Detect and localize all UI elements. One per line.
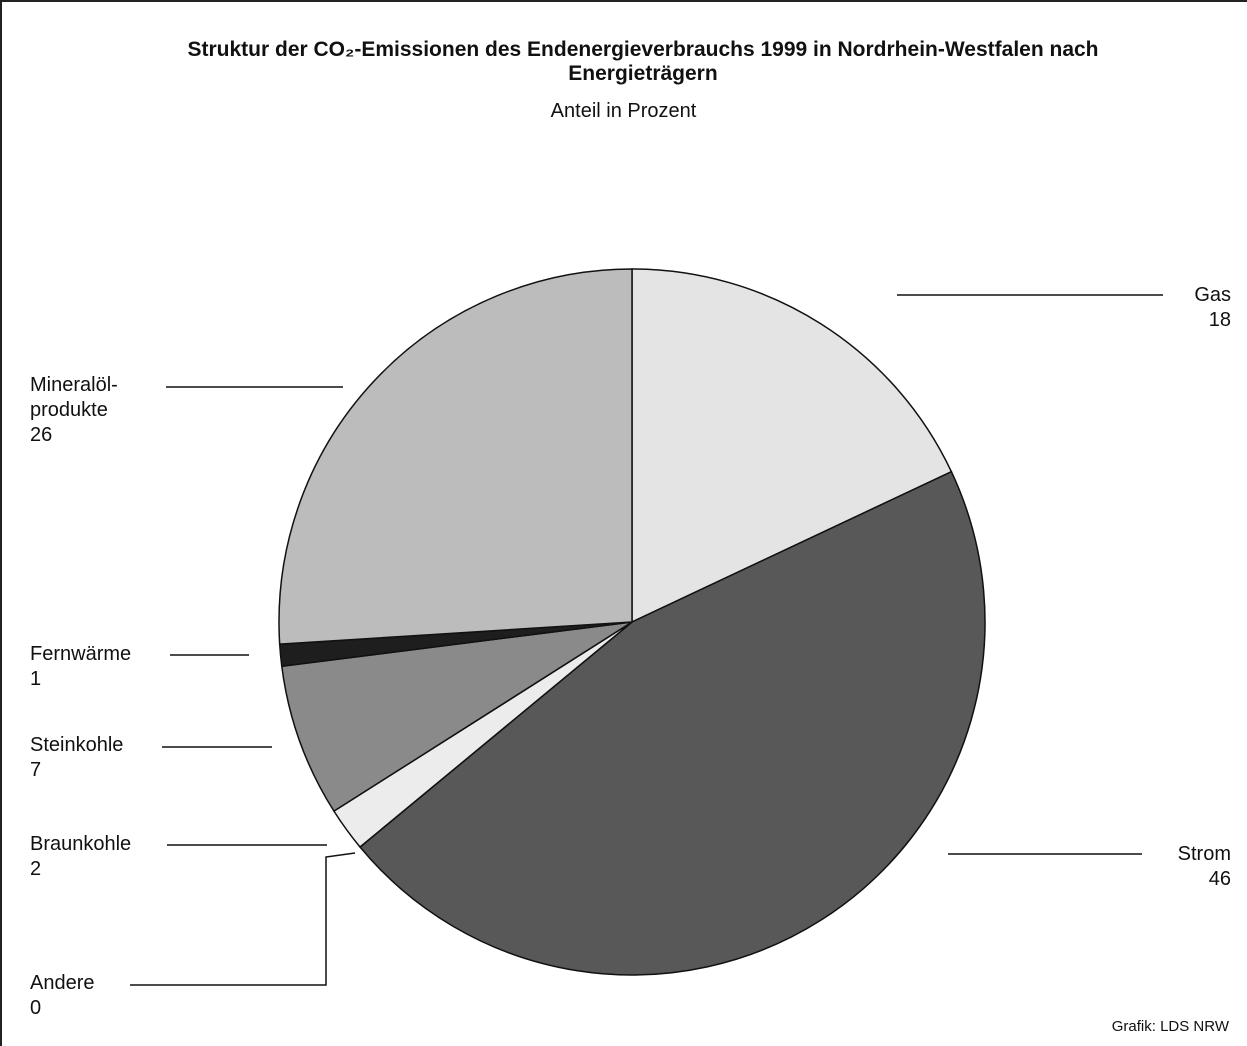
pie bbox=[278, 268, 986, 976]
slice-name: Braunkohle bbox=[30, 833, 132, 855]
slice-value: 1 bbox=[30, 668, 42, 690]
slice-name: Fernwärme bbox=[30, 643, 132, 665]
slice-value: 18 bbox=[1208, 309, 1231, 331]
slice-name: Steinkohle bbox=[30, 734, 124, 756]
slice-value: 0 bbox=[30, 997, 42, 1019]
slice-label: Andere 0 bbox=[30, 971, 95, 1021]
slice-label: Strom 46 bbox=[1178, 842, 1231, 892]
slice-name: Strom bbox=[1177, 843, 1231, 865]
chart-title: Struktur der CO₂-Emissionen des Endenerg… bbox=[187, 38, 1099, 85]
slice-value: 26 bbox=[30, 424, 53, 446]
slice-label: Gas 18 bbox=[1194, 283, 1231, 333]
pie-slice bbox=[280, 621, 633, 813]
slice-value: 46 bbox=[1208, 868, 1231, 890]
slice-label: Fernwärme 1 bbox=[30, 642, 131, 692]
slice-name: Gas bbox=[1194, 284, 1231, 306]
source: Grafik: LDS NRW bbox=[1111, 1018, 1229, 1035]
pie-slice bbox=[358, 470, 986, 976]
leader-line bbox=[130, 852, 356, 986]
pie-slice bbox=[631, 268, 953, 624]
slice-name: Andere bbox=[30, 972, 95, 994]
slice-label: Braunkohle 2 bbox=[30, 832, 131, 882]
slice-label: Mineralöl-produkte 26 bbox=[30, 373, 160, 448]
slice-name: Mineralöl-produkte bbox=[30, 374, 118, 421]
chart-subtitle: Anteil in Prozent bbox=[550, 100, 697, 122]
slice-value: 2 bbox=[30, 858, 42, 880]
slice-label: Steinkohle 7 bbox=[30, 733, 123, 783]
pie-slice bbox=[278, 268, 633, 645]
leader-lines bbox=[130, 294, 1163, 986]
slice-value: 7 bbox=[30, 759, 42, 781]
